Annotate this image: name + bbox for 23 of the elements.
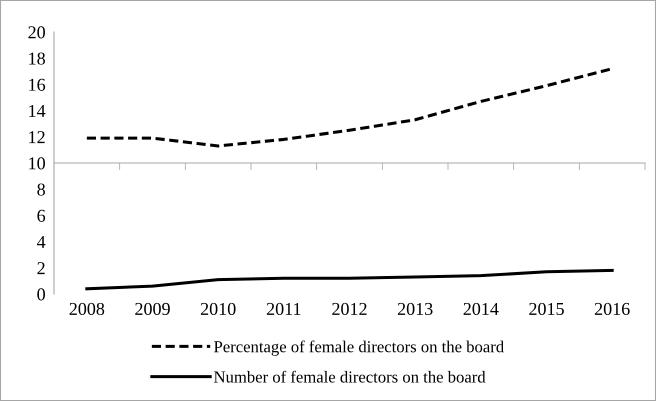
x-tick-label: 2009 [135,302,170,316]
y-tick-label: 20 [28,26,45,38]
x-tick-label: 2010 [200,302,236,316]
y-tick-label: 18 [29,52,45,65]
y-tick-label: 14 [29,104,46,117]
x-tick-label: 2015 [529,302,564,316]
y-tick-label: 12 [29,131,45,144]
y-tick-label: 0 [37,288,45,300]
x-tick-label: 2008 [70,302,104,316]
legend-label: Percentage of female directors on the board [214,340,504,356]
x-tick-label: 2014 [464,302,499,316]
y-tick-label: 6 [37,210,46,222]
y-tick-label: 16 [29,78,46,91]
y-tick-label: 2 [37,262,45,274]
x-tick-label: 2016 [594,302,630,316]
y-tick-label: 8 [37,183,45,196]
x-tick-label: 2011 [266,302,300,316]
x-tick-label: 2012 [332,302,367,316]
x-tick-label: 2013 [398,302,433,316]
line-series [85,268,614,290]
y-tick-label: 4 [36,236,46,248]
y-tick-label: 10 [29,157,45,170]
legend-label: Number of female directors on the board [214,370,486,383]
